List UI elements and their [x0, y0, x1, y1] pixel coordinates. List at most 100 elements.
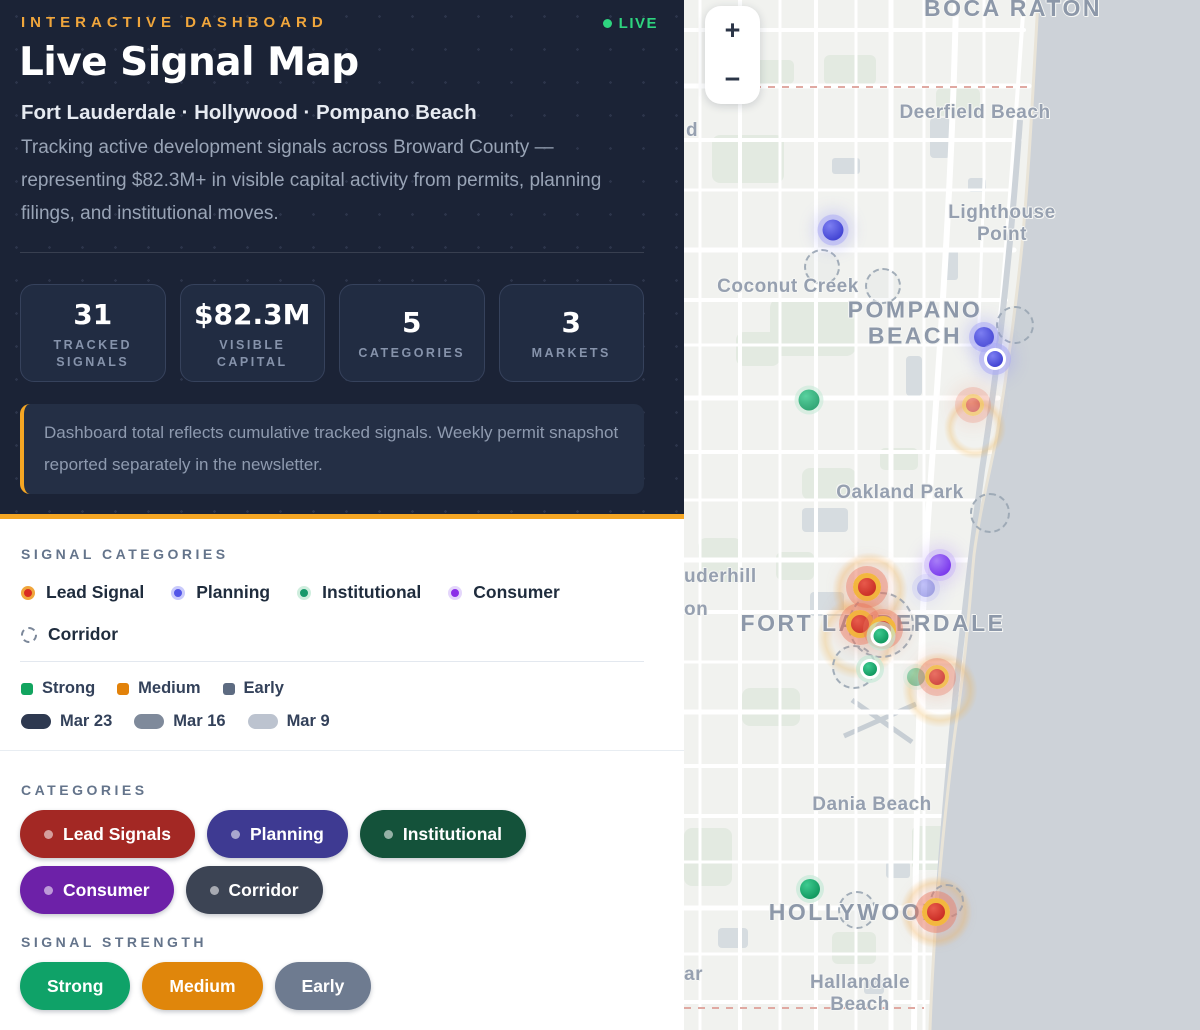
stat-value: 31	[73, 297, 113, 331]
legend-categories-row-2: Corridor	[21, 624, 118, 645]
header-panel: INTERACTIVE DASHBOARD LIVE Live Signal M…	[0, 0, 684, 514]
legend-strength-row: Strong Medium Early	[21, 679, 284, 698]
filter-pill-consumer[interactable]: Consumer	[20, 866, 174, 914]
stat-label: MARKETS	[531, 346, 611, 360]
map-marker-planning[interactable]	[917, 579, 935, 597]
pill-dot-icon	[209, 885, 219, 895]
legend-item-consumer: Consumer	[448, 582, 560, 603]
note-box: Dashboard total reflects cumulative trac…	[20, 404, 644, 494]
stat-card-markets: 3 MARKETS	[498, 284, 644, 382]
map-marker-institutional[interactable]	[800, 879, 820, 899]
map-marker-planning[interactable]	[822, 219, 844, 241]
map-marker-institutional[interactable]	[860, 659, 880, 679]
map-label-line: Coconut Creek	[717, 276, 859, 298]
map-marker-institutional[interactable]	[798, 389, 820, 411]
market-subtitle: Fort Lauderdale · Hollywood · Pompano Be…	[21, 101, 477, 124]
stat-value: 3	[561, 306, 581, 339]
category-dot-icon	[297, 585, 312, 600]
signal-glow-ring	[894, 644, 986, 736]
legend-label: Strong	[42, 679, 96, 697]
pill-dot-icon	[44, 885, 53, 895]
stat-label: CATEGORIES	[358, 346, 466, 360]
map-label-line: POMPANO	[847, 296, 983, 323]
legend-dates-row: Mar 23 Mar 16 Mar 9	[21, 712, 330, 731]
category-dot-icon	[21, 585, 35, 600]
corridor-zone[interactable]	[838, 891, 876, 929]
date-swatch-icon	[21, 714, 51, 729]
map-marker-planning[interactable]	[984, 348, 1006, 370]
map-label-line: on	[684, 599, 709, 621]
zoom-out-button[interactable]: −	[724, 64, 741, 94]
legend-strength-medium: Medium	[117, 679, 201, 698]
eyebrow-label: INTERACTIVE DASHBOARD	[21, 14, 328, 31]
live-badge: LIVE	[602, 15, 658, 32]
stat-label: VISIBLE CAPITAL	[216, 337, 288, 369]
legend-label: Mar 23	[60, 712, 113, 730]
map-marker-consumer[interactable]	[929, 554, 951, 576]
map-marker-lead[interactable]	[853, 573, 881, 601]
map-place-label: Coconut Creek	[717, 276, 859, 298]
map-marker-lead[interactable]	[922, 898, 950, 926]
filter-pill-corridor[interactable]: Corridor	[185, 866, 323, 914]
corridor-zone[interactable]	[970, 493, 1010, 533]
map-place-label: ar	[684, 964, 703, 986]
filter-pill-early[interactable]: Early	[274, 962, 372, 1010]
map-label-line: Lighthouse	[948, 202, 1056, 224]
legend-item-corridor: Corridor	[21, 624, 118, 645]
date-swatch-icon	[247, 714, 278, 729]
corridor-zone[interactable]	[865, 268, 901, 304]
stat-value: 5	[402, 306, 422, 339]
map-marker-planning[interactable]	[974, 327, 994, 347]
filter-pill-planning[interactable]: Planning	[206, 810, 348, 858]
signal-strength-heading: SIGNAL STRENGTH	[21, 934, 208, 950]
map-place-label: Oakland Park	[836, 482, 963, 504]
legend-label: Corridor	[48, 624, 118, 644]
filter-pill-strong[interactable]: Strong	[20, 962, 131, 1010]
map[interactable]: + − BOCA RATON Deerfield Beach Lighthouse P…	[684, 0, 1200, 1030]
map-place-label: HOLLYWOOD	[769, 899, 941, 925]
strength-swatch-icon	[222, 682, 235, 695]
map-label-line: Beach	[830, 994, 890, 1015]
stat-card-visible-capital: $82.3M VISIBLE CAPITAL	[179, 284, 325, 382]
zoom-in-button[interactable]: +	[724, 15, 741, 45]
pill-dot-icon	[383, 829, 393, 839]
filter-pill-medium[interactable]: Medium	[142, 962, 263, 1010]
category-filter-pills: Lead Signals Planning Institutional Consume…	[20, 810, 650, 914]
map-label-line: d	[686, 120, 699, 142]
legend-date-mar-23: Mar 23	[21, 712, 112, 731]
map-label-line: HOLLYWOOD	[768, 898, 942, 925]
legend-date-mar-16: Mar 16	[134, 712, 226, 731]
stat-card-categories: 5 CATEGORIES	[339, 284, 485, 382]
map-marker-institutional[interactable]	[907, 668, 925, 686]
corridor-dashed-icon	[21, 626, 37, 643]
live-label: LIVE	[618, 15, 658, 32]
pill-label: Corridor	[228, 879, 299, 900]
map-base	[684, 0, 1200, 1030]
legend-categories-row: Lead Signal Planning Institutional Consumer	[21, 582, 560, 603]
map-label-line: Hallandale	[809, 972, 911, 994]
map-place-label: uderhill	[684, 566, 757, 588]
legend-date-mar-9: Mar 9	[247, 712, 330, 731]
map-place-label: POMPANO BEACH	[848, 297, 983, 350]
map-place-label: d	[686, 120, 698, 142]
map-marker-institutional[interactable]	[870, 625, 892, 647]
corridor-zone[interactable]	[804, 249, 840, 285]
map-marker-lead[interactable]	[925, 665, 949, 689]
pill-dot-icon	[44, 829, 53, 839]
map-marker-lead[interactable]	[962, 394, 984, 416]
legend-label: Medium	[138, 679, 201, 697]
pill-label: Planning	[249, 823, 324, 844]
map-label-line: uderhill	[684, 566, 757, 588]
map-label-line: BOCA RATON	[924, 0, 1102, 21]
description: Tracking active development signals acro…	[21, 137, 602, 224]
map-place-label: on	[684, 599, 708, 621]
map-label-line: ar	[684, 964, 703, 986]
category-dot-icon	[448, 585, 463, 600]
category-dot-icon	[171, 585, 186, 600]
filter-pill-institutional[interactable]: Institutional	[359, 810, 526, 858]
pill-label: Strong	[47, 975, 104, 996]
corridor-zone[interactable]	[996, 306, 1034, 344]
strength-filter-pills: Strong Medium Early	[20, 962, 650, 1010]
date-swatch-icon	[134, 714, 165, 729]
filter-pill-lead-signals[interactable]: Lead Signals	[20, 810, 195, 858]
